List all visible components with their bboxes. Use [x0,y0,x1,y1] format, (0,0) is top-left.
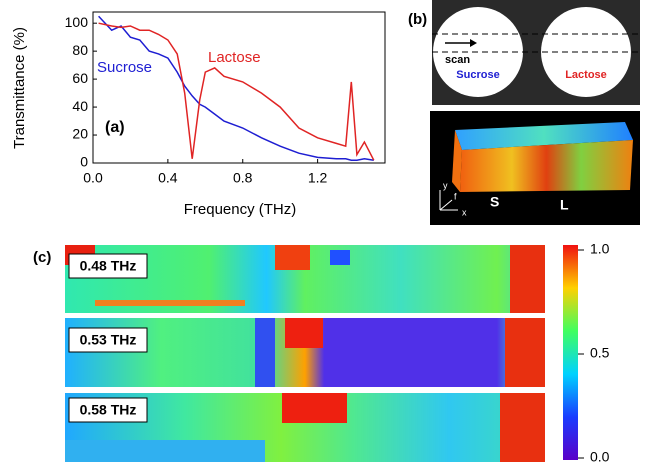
y-tick-label: 60 [72,70,88,86]
volume-top [455,122,633,150]
x-tick-label: 0.4 [158,170,178,186]
y-tick-label: 20 [72,126,88,142]
series-label: Sucrose [97,59,152,76]
colorbar-tick-label: 1.0 [590,241,610,257]
colorbar [563,245,578,460]
photo-label: scan [445,54,470,66]
map-hotspot [505,318,545,387]
map-tag-text: 0.53 THz [80,332,137,348]
axis-glyph-label: y [443,180,448,190]
axis-glyph [439,199,453,211]
photo-label: Sucrose [456,69,499,81]
series-line [98,15,374,161]
map-tag-text: 0.58 THz [80,402,137,418]
map-tag [68,327,148,353]
map-hotspot [275,245,310,270]
map-tag [68,253,148,279]
series-line [98,22,375,161]
axis-glyph-label: x [462,207,467,217]
axis-glyph-label: f [454,191,457,201]
map-hotspot [330,250,350,265]
panel-label: (b) [408,11,427,28]
volume-label: S [490,194,499,210]
x-tick-label: 0.0 [83,170,103,186]
map-hotspot [255,318,275,387]
y-tick-label: 40 [72,98,88,114]
y-tick-label: 0 [80,154,88,170]
map-hotspot [65,440,265,462]
map-hotspot [500,393,545,462]
scan-arrow [470,39,477,47]
x-axis-label: Frequency (THz) [184,201,297,218]
panel-label: (a) [105,119,125,136]
map-hotspot [95,300,245,306]
map-tag [68,397,148,423]
panel-label: (c) [33,249,51,266]
colorbar-tick-label: 0.0 [590,449,610,465]
map-hotspot [285,318,323,348]
y-tick-label: 80 [72,42,88,58]
plot-frame [92,11,386,164]
map-hotspot [282,393,347,423]
map-tag-text: 0.48 THz [80,258,137,274]
x-tick-label: 1.2 [308,170,328,186]
series-label: Lactose [208,49,261,66]
volume-front [460,140,633,192]
volume-label: L [560,197,569,213]
map-hotspot [510,245,545,313]
volume-side [452,130,462,192]
x-tick-label: 0.8 [233,170,253,186]
y-tick-label: 100 [65,14,89,30]
y-axis-label: Transmittance (%) [11,27,28,149]
colorbar-tick-label: 0.5 [590,345,610,361]
photo-label: Lactose [565,69,607,81]
